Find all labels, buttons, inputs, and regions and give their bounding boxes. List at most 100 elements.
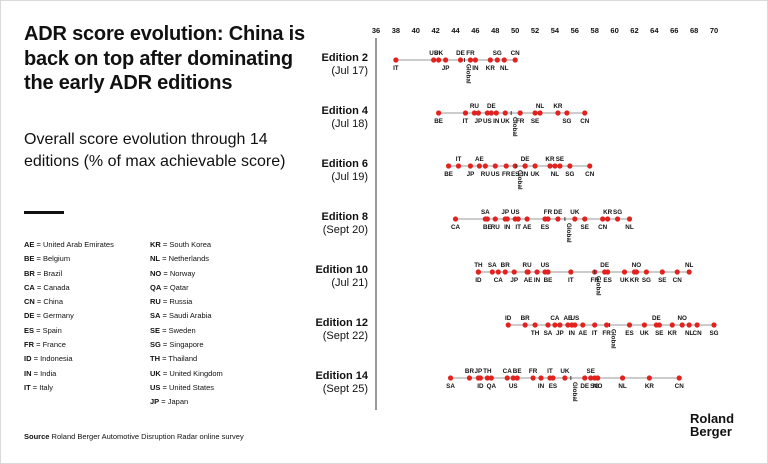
country-label: JP: [510, 277, 518, 284]
country-label: AE: [563, 315, 572, 322]
country-point: [457, 57, 464, 63]
country-point: [582, 375, 588, 381]
country-label: NL: [500, 65, 509, 72]
country-point: [674, 269, 680, 275]
country-point: [492, 163, 498, 169]
legend-item: AE = United Arab Emirates: [24, 240, 114, 249]
country-label: JP: [501, 209, 509, 216]
country-point: [484, 375, 490, 381]
edition-name: Edition 10: [315, 264, 368, 276]
country-point: [534, 269, 540, 275]
country-label: JP: [475, 368, 483, 375]
legend-item: JP = Japan: [150, 397, 189, 407]
country-point: [504, 375, 510, 381]
country-point: [484, 110, 490, 116]
legend-country: United Arab Emirates: [42, 240, 114, 249]
edition-name: Edition 14: [315, 370, 368, 382]
legend-country: Germany: [42, 311, 74, 321]
country-point: [626, 216, 633, 222]
country-label: ID: [475, 277, 482, 284]
country-label: US: [511, 209, 520, 216]
legend-country: Belgium: [42, 254, 71, 264]
country-label: NO: [632, 262, 642, 269]
country-label: IN: [504, 224, 511, 231]
country-point: [502, 269, 508, 275]
country-label: IN: [569, 330, 576, 337]
country-point: [494, 57, 500, 63]
legend-country: Brazil: [43, 268, 63, 278]
country-label: NO: [677, 315, 687, 322]
legend-item: UK = United Kingdom: [150, 368, 223, 378]
country-point: [679, 322, 685, 328]
country-label: IT: [456, 156, 462, 163]
legend-item: RU = Russia: [150, 297, 193, 307]
legend-code: NL: [150, 254, 160, 264]
country-label: CN: [585, 171, 595, 178]
country-point: [488, 375, 494, 381]
legend-item: QA = Qatar: [150, 282, 189, 292]
country-point: [587, 163, 593, 169]
legend-item: SA = Saudi Arabia: [150, 311, 212, 321]
country-point: [487, 57, 493, 63]
country-label: IN: [538, 383, 545, 390]
country-point: [565, 322, 571, 328]
country-point: [564, 110, 570, 116]
country-label: NL: [536, 103, 545, 110]
country-point: [562, 375, 568, 381]
country-point: [537, 110, 543, 116]
legend-country: Canada: [43, 282, 70, 292]
country-label: UK: [560, 368, 570, 375]
country-label: ID: [505, 315, 512, 322]
edition-date: (Jul 21): [331, 277, 368, 289]
country-point: [605, 216, 611, 222]
country-point: [436, 57, 442, 63]
country-point: [517, 110, 523, 116]
country-label: DE: [580, 383, 589, 390]
country-point: [524, 216, 530, 222]
country-point: [643, 269, 650, 275]
country-point: [455, 163, 462, 169]
country-label: KR: [668, 330, 678, 337]
country-label: SG: [562, 118, 571, 125]
country-point: [588, 375, 594, 381]
legend-code: CA: [24, 282, 35, 292]
country-point: [512, 57, 518, 63]
country-label: JP: [442, 65, 450, 72]
country-label: DE: [600, 262, 609, 269]
edition-date: (Jul 18): [331, 118, 368, 130]
country-label: JP: [475, 118, 483, 125]
country-point: [582, 216, 588, 222]
country-point: [489, 269, 495, 275]
legend-item: IN = India: [24, 368, 57, 378]
country-label: SE: [531, 118, 539, 125]
edition-date: (Jul 17): [331, 65, 368, 77]
country-point: [686, 322, 692, 328]
legend-item: FR = France: [24, 340, 66, 350]
country-label: RU: [491, 224, 501, 231]
edition-name: Edition 12: [315, 317, 368, 329]
x-tick-label: 46: [471, 26, 479, 35]
country-label: CN: [511, 50, 521, 57]
legend-code: ID: [24, 354, 32, 364]
country-point: [600, 216, 606, 222]
country-point: [557, 163, 563, 169]
country-point: [505, 322, 511, 328]
global-label: Global: [511, 117, 518, 137]
country-point: [580, 322, 586, 328]
country-label: SA: [488, 262, 497, 269]
legend-code: SG: [150, 340, 161, 350]
country-point: [475, 269, 481, 275]
x-tick-label: 48: [491, 26, 499, 35]
x-tick-label: 42: [431, 26, 439, 35]
legend-country: Indonesia: [40, 354, 73, 364]
source-text: Roland Berger Automotive Disruption Rada…: [51, 432, 244, 441]
edition-date: (Sept 20): [323, 224, 368, 236]
edition-name: Edition 2: [322, 52, 368, 64]
country-label: AE: [523, 224, 532, 231]
legend-code: SA: [150, 311, 161, 321]
country-label: FR: [466, 50, 475, 57]
country-label: US: [570, 315, 579, 322]
source-label: Source: [24, 432, 50, 441]
country-point: [538, 375, 544, 381]
